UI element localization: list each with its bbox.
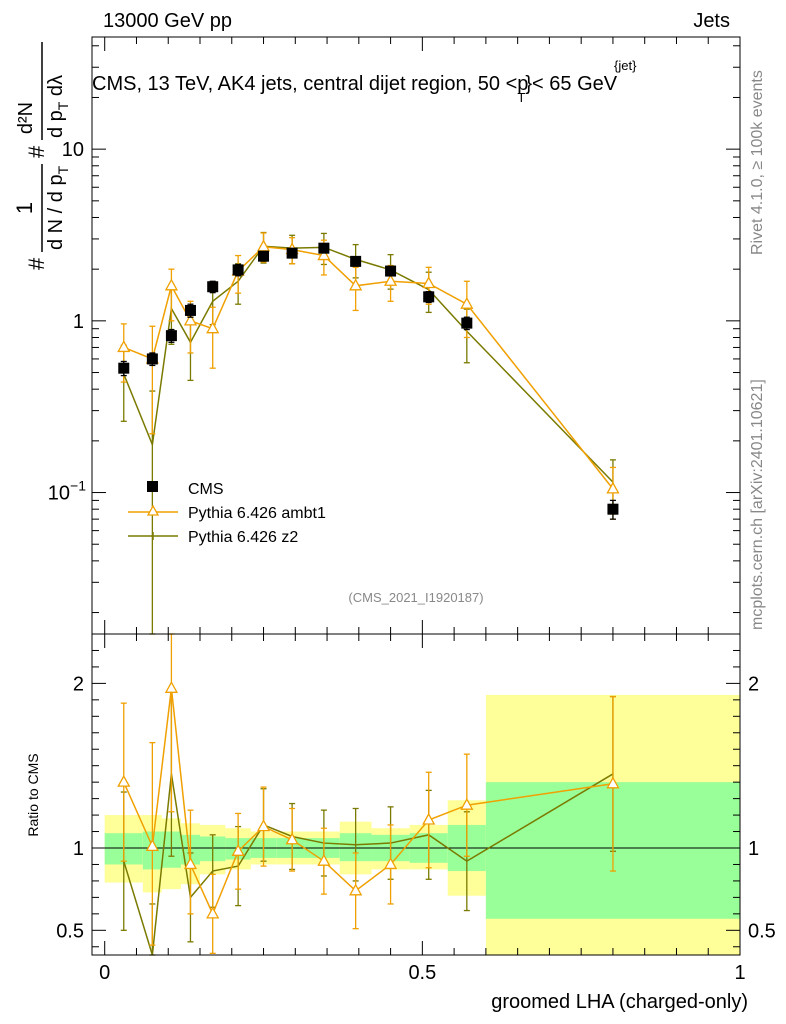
svg-text:d pT dλ: d pT dλ [45,75,71,138]
svg-text:d N / d pT: d N / d pT [45,165,71,250]
ratio-ytick-label-right: 1 [748,838,759,860]
cms-point [146,353,158,365]
ratio-ambt1-point [206,906,220,919]
legend: CMS Pythia 6.426 ambt1 Pythia 6.426 z2 [128,481,326,546]
watermark: (CMS_2021_I1920187) [348,590,483,605]
ratio-ambt1-point [422,812,436,825]
ratio-frame [91,633,741,956]
ratio-ylabel: Ratio to CMS [25,753,41,836]
cms-point [318,242,330,254]
ratio-ytick-label-right: 2 [748,673,759,695]
cms-point [258,250,270,262]
main-ylabel: # 1 d N / d pT # d²N d pT dλ [12,42,71,270]
ratio-ambt1-point [117,774,131,787]
ratio-ambt1-point [256,819,271,832]
ambt1-point [206,321,220,334]
cms-point [423,291,435,303]
main-ytick-label: 1 [73,311,84,333]
cms-point [286,247,298,259]
ambt1-point [383,273,398,286]
ratio-xtick-label: 0.5 [408,962,436,984]
legend-label-cms: CMS [188,481,224,498]
ambt1-point [183,313,198,326]
ambt1-point [422,276,436,289]
ratio-xtick-label: 0 [99,962,110,984]
title-sup: {jet} [614,58,637,73]
ambt1-line [123,246,614,490]
main-ytick-label: 10 [62,139,84,161]
x-axis-label: groomed LHA (charged-only) [491,991,748,1013]
title-after: }< 65 GeV [525,73,617,95]
legend-label-z2: Pythia 6.426 z2 [188,529,298,546]
z2-line [123,245,614,483]
main-title: CMS, 13 TeV, AK4 jets, central dijet reg… [92,73,618,105]
ratio-ambt1-point [606,776,620,789]
cms-point [232,264,244,276]
main-panel: 10−1 1 10 CMS, 13 TeV, AK4 jets, central d… [12,36,741,635]
ratio-ytick-label-left: 2 [73,673,84,695]
ratio-xtick-label: 1 [734,962,745,984]
ambt1-point [164,278,179,291]
ratio-ytick-label-left: 0.5 [56,920,84,942]
cms-point [461,317,473,329]
ratio-ambt1-point [231,843,245,856]
cms-point [118,362,130,374]
cms-point [350,255,362,267]
ambt1-point [606,481,620,494]
svg-text:d²N: d²N [15,102,37,134]
ratio-ambt1-point [383,857,398,870]
legend-marker-cms [147,481,158,492]
ratio-ambt1-point [183,857,198,870]
ambt1-point [460,296,474,309]
cms-point [207,281,219,293]
header-right: Jets [693,10,730,32]
ratio-ambt1-point [285,832,299,845]
ratio-z2-line [123,773,614,956]
ratio-ambt1-point [317,853,331,866]
ratio-ambt1-point [164,680,179,693]
ratio-panel: 0.5 0.51 12 2 0 0.5 1 Ratio to CMS groomed LH… [25,633,776,1013]
ratio-ambt1-line [123,688,614,916]
cms-point [165,330,177,342]
title-sub: T [517,90,525,105]
cms-point [184,304,196,316]
svg-text:#: # [24,145,49,158]
legend-label-ambt1: Pythia 6.426 ambt1 [188,505,326,522]
ambt1-point [317,248,331,261]
ratio-ambt1-point [145,839,159,852]
legend-marker-ambt1 [146,504,160,516]
mcplots-label: mcplots.cern.ch [arXiv:2401.10621] [749,379,766,630]
ratio-ambt1-point [349,883,363,896]
ambt1-point [117,340,131,353]
main-ytick-label: 10−1 [48,478,86,505]
cms-point [385,265,397,277]
ratio-ambt1-point [460,797,474,810]
svg-text:#: # [24,257,49,270]
svg-text:1: 1 [12,202,37,214]
rivet-label: Rivet 4.1.0, ≥ 100k events [749,70,766,255]
ambt1-point [349,278,363,291]
ratio-ytick-label-right: 0.5 [748,920,776,942]
title-before: CMS, 13 TeV, AK4 jets, central dijet reg… [92,73,528,95]
header-left: 13000 GeV pp [103,10,232,32]
cms-point [607,503,619,515]
ratio-ytick-label-left: 1 [73,838,84,860]
